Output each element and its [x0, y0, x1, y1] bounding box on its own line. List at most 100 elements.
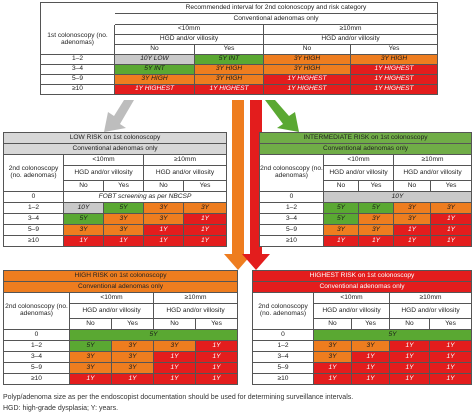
hgd-header-large: HGD and/or villosity	[390, 304, 472, 319]
interval-cell: 1Y	[196, 363, 238, 374]
interval-cell: 3Y HIGH	[195, 65, 264, 75]
interval-cell: 1Y HIGHEST	[351, 75, 438, 85]
no-header: No	[264, 45, 351, 55]
yes-header: Yes	[104, 181, 144, 192]
no-header: No	[154, 319, 196, 330]
row-header: 1st colonoscopy (no. adenomas)	[41, 25, 115, 55]
row-header: 2nd colonoscopy (no. adenomas)	[260, 155, 324, 192]
row-label: 1–2	[41, 55, 115, 65]
yes-header: Yes	[430, 319, 472, 330]
interval-cell: 1Y	[394, 225, 431, 236]
interval-cell: 5Y INT	[115, 65, 195, 75]
interval-cell: 3Y	[144, 214, 184, 225]
interval-cell: 1Y	[64, 236, 104, 247]
row-header: 2nd colonoscopy (no. adenomas)	[4, 155, 64, 192]
zero-adenoma-cell: 10Y	[324, 192, 472, 203]
row-header: 2nd colonoscopy (no. adenomas)	[4, 293, 70, 330]
yes-header: Yes	[112, 319, 154, 330]
interval-cell: 1Y HIGHEST	[195, 85, 264, 95]
row-label: 5–9	[4, 363, 70, 374]
interval-cell: 3Y	[352, 341, 390, 352]
no-header: No	[390, 319, 430, 330]
zero-adenoma-cell: FOBT screening as per NBCSP	[64, 192, 227, 203]
intermediate-risk-table: INTERMEDIATE RISK on 1st colonoscopy Conv…	[259, 132, 472, 247]
highest-risk-table: HIGHEST RISK on 1st colonoscopy Conventio…	[252, 270, 472, 385]
interval-cell: 5Y	[324, 203, 359, 214]
interval-cell: 5Y	[70, 341, 112, 352]
zero-adenoma-cell: 5Y	[70, 330, 238, 341]
interval-cell: 1Y	[430, 374, 472, 385]
yes-header: Yes	[351, 45, 438, 55]
top-subtitle: Conventional adenomas only	[115, 14, 438, 25]
interval-cell: 1Y	[352, 363, 390, 374]
size-large-header: ≥10mm	[144, 155, 227, 166]
interval-cell: 1Y	[430, 363, 472, 374]
interval-cell: 5Y	[64, 214, 104, 225]
row-header: 2nd colonoscopy (no. adenomas)	[253, 293, 314, 330]
row-label: 1–2	[4, 341, 70, 352]
risk-title: INTERMEDIATE RISK on 1st colonoscopy	[260, 133, 472, 144]
risk-subtitle: Conventional adenomas only	[4, 144, 227, 155]
size-large-header: ≥10mm	[154, 293, 238, 304]
yes-header: Yes	[196, 319, 238, 330]
no-header: No	[115, 45, 195, 55]
row-label: 0	[260, 192, 324, 203]
interval-cell: 1Y	[112, 374, 154, 385]
first-colonoscopy-table: Recommended interval for 2nd colonoscopy…	[40, 2, 438, 95]
interval-cell: 1Y	[314, 363, 352, 374]
size-small-header: <10mm	[70, 293, 154, 304]
interval-cell: 1Y	[314, 374, 352, 385]
hgd-header-large: HGD and/or villosity	[154, 304, 238, 319]
row-label: ≥10	[260, 236, 324, 247]
interval-cell: 1Y	[359, 236, 394, 247]
interval-cell: 5Y	[324, 214, 359, 225]
interval-cell: 1Y	[352, 374, 390, 385]
interval-cell: 3Y	[70, 352, 112, 363]
row-label: ≥10	[4, 236, 64, 247]
interval-cell: 1Y	[431, 236, 472, 247]
interval-cell: 3Y	[184, 203, 227, 214]
size-large-header: ≥10mm	[390, 293, 472, 304]
size-small-header: <10mm	[324, 155, 394, 166]
high-risk-table: HIGH RISK on 1st colonoscopy Conventional…	[3, 270, 238, 385]
row-label: 3–4	[4, 352, 70, 363]
risk-subtitle: Conventional adenomas only	[4, 282, 238, 293]
row-label: ≥10	[4, 374, 70, 385]
interval-cell: 3Y	[394, 214, 431, 225]
row-label: 5–9	[253, 363, 314, 374]
interval-cell: 1Y HIGHEST	[115, 85, 195, 95]
interval-cell: 3Y	[104, 225, 144, 236]
interval-cell: 3Y HIGH	[115, 75, 195, 85]
interval-cell: 5Y	[359, 203, 394, 214]
no-header: No	[324, 181, 359, 192]
hgd-header-small: HGD and/or villosity	[115, 35, 264, 45]
interval-cell: 1Y	[196, 352, 238, 363]
size-small-header: <10mm	[314, 293, 390, 304]
interval-cell: 1Y	[144, 225, 184, 236]
row-label: 0	[4, 330, 70, 341]
interval-cell: 1Y	[184, 236, 227, 247]
hgd-header-small: HGD and/or villosity	[70, 304, 154, 319]
interval-cell: 3Y	[64, 225, 104, 236]
yes-header: Yes	[195, 45, 264, 55]
interval-cell: 3Y HIGH	[264, 65, 351, 75]
interval-cell: 1Y HIGHEST	[264, 85, 351, 95]
interval-cell: 1Y	[184, 225, 227, 236]
interval-cell: 1Y	[70, 374, 112, 385]
interval-cell: 1Y	[390, 374, 430, 385]
risk-title: HIGHEST RISK on 1st colonoscopy	[253, 271, 472, 282]
interval-cell: 3Y	[144, 203, 184, 214]
arrow-to-high-risk	[224, 100, 252, 270]
yes-header: Yes	[352, 319, 390, 330]
row-label: 3–4	[253, 352, 314, 363]
interval-cell: 1Y	[352, 352, 390, 363]
arrow-to-intermediate-risk	[265, 100, 299, 132]
interval-cell: 1Y	[154, 352, 196, 363]
interval-cell: 10Y LOW	[115, 55, 195, 65]
interval-cell: 1Y	[324, 236, 359, 247]
yes-header: Yes	[359, 181, 394, 192]
risk-title: HIGH RISK on 1st colonoscopy	[4, 271, 238, 282]
interval-cell: 3Y HIGH	[195, 75, 264, 85]
row-label: 1–2	[260, 203, 324, 214]
